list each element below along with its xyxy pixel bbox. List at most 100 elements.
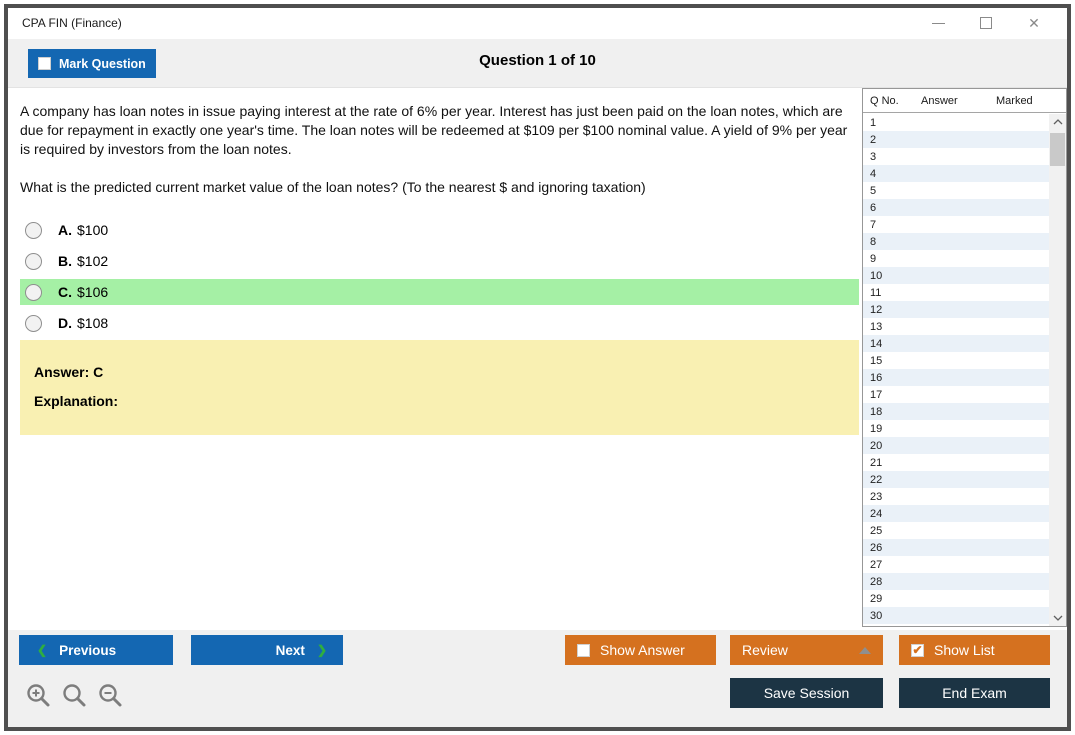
scrollbar-thumb[interactable] [1050, 133, 1065, 166]
show-list-button[interactable]: ✔ Show List [899, 635, 1050, 665]
radio-option-a[interactable] [25, 221, 42, 239]
question-pane: A company has loan notes in issue paying… [8, 88, 860, 630]
show-list-label: Show List [934, 642, 995, 658]
end-exam-label: End Exam [942, 685, 1007, 701]
chevron-left-icon: ❮ [37, 643, 48, 657]
question-list-row[interactable]: 17 [870, 388, 883, 401]
title-bar: CPA FIN (Finance) ✕ [8, 8, 1067, 39]
question-list-row[interactable]: 15 [870, 354, 883, 367]
question-list-row[interactable]: 21 [870, 456, 883, 469]
toolbar: Mark Question Question 1 of 10 [8, 39, 1067, 88]
question-list-row[interactable]: 8 [863, 233, 1049, 250]
question-list-row[interactable]: 18 [863, 403, 1049, 420]
option-b-value: $102 [77, 253, 109, 269]
radio-option-b[interactable] [25, 252, 42, 270]
zoom-reset-icon[interactable] [61, 682, 88, 709]
question-list-header: Q No. Answer Marked [863, 89, 1066, 113]
question-list-row[interactable]: 1 [870, 116, 877, 129]
next-label: Next [275, 642, 305, 658]
question-paragraph-2: What is the predicted current market val… [20, 179, 646, 195]
question-list-row[interactable]: 2 [863, 131, 1049, 148]
window-controls: ✕ [927, 12, 1045, 34]
answer-label: Answer: C [34, 364, 104, 380]
previous-button[interactable]: ❮ Previous [19, 635, 173, 665]
question-list-row[interactable]: 19 [870, 422, 883, 435]
next-button[interactable]: Next ❯ [191, 635, 343, 665]
option-b[interactable]: B. $102 [20, 248, 859, 274]
zoom-out-icon[interactable] [97, 682, 124, 709]
save-session-button[interactable]: Save Session [730, 678, 883, 708]
option-d[interactable]: D. $108 [20, 310, 859, 336]
question-list-row[interactable]: 22 [863, 471, 1049, 488]
option-c-letter: C. [58, 284, 72, 300]
option-a-value: $100 [77, 222, 109, 238]
previous-label: Previous [59, 642, 117, 658]
question-list-row[interactable]: 27 [870, 558, 883, 571]
question-list-row[interactable]: 16 [863, 369, 1049, 386]
mark-question-label: Mark Question [59, 56, 146, 71]
show-answer-checkbox[interactable] [577, 643, 590, 657]
question-list-row[interactable]: 28 [863, 573, 1049, 590]
zoom-controls [25, 682, 124, 709]
review-button[interactable]: Review [730, 635, 883, 665]
question-counter: Question 1 of 10 [479, 52, 596, 69]
mark-question-button[interactable]: Mark Question [28, 49, 156, 78]
close-icon[interactable]: ✕ [1028, 14, 1040, 31]
option-c[interactable]: C. $106 [20, 279, 859, 305]
question-list-row[interactable]: 4 [863, 165, 1049, 182]
show-answer-button[interactable]: Show Answer [565, 635, 716, 665]
main-area: A company has loan notes in issue paying… [8, 88, 1067, 630]
question-list-scrollbar[interactable] [1049, 114, 1066, 626]
header-marked: Marked [996, 95, 1033, 107]
question-paragraph-1: A company has loan notes in issue paying… [20, 103, 848, 157]
mark-question-checkbox[interactable] [38, 57, 51, 70]
radio-option-c[interactable] [25, 283, 42, 301]
option-c-value: $106 [77, 284, 109, 300]
review-label: Review [742, 642, 788, 658]
show-answer-label: Show Answer [600, 642, 685, 658]
option-d-value: $108 [77, 315, 109, 331]
show-list-checkbox[interactable]: ✔ [911, 643, 924, 657]
answer-box: Answer: C Explanation: [20, 340, 859, 435]
question-list-row[interactable]: 6 [863, 199, 1049, 216]
save-session-label: Save Session [763, 685, 850, 701]
question-list-row[interactable]: 30 [863, 607, 1049, 624]
minimize-icon[interactable] [927, 12, 949, 34]
options-group: A. $100 B. $102 C. $106 D. $108 [20, 217, 859, 336]
question-list-row[interactable]: 20 [863, 437, 1049, 454]
maximize-icon[interactable] [975, 12, 997, 34]
question-list-row[interactable]: 29 [870, 592, 883, 605]
question-list-row[interactable]: 23 [870, 490, 883, 503]
question-list-row[interactable]: 14 [863, 335, 1049, 352]
option-b-letter: B. [58, 253, 72, 269]
scroll-down-icon[interactable] [1049, 610, 1066, 626]
end-exam-button[interactable]: End Exam [899, 678, 1050, 708]
scroll-up-icon[interactable] [1049, 114, 1066, 130]
explanation-label: Explanation: [34, 393, 119, 409]
option-a-letter: A. [58, 222, 72, 238]
footer-bar: ❮ Previous Next ❯ [8, 630, 1067, 727]
option-a[interactable]: A. $100 [20, 217, 859, 243]
question-list-row[interactable]: 5 [870, 184, 877, 197]
question-list-panel: Q No. Answer Marked 1 2 3 4 5 6 7 8 9 10 11 12 13 14 1… [862, 88, 1067, 627]
window-title: CPA FIN (Finance) [22, 16, 122, 30]
radio-option-d[interactable] [25, 314, 42, 332]
app-window: CPA FIN (Finance) ✕ Mark Question Questi… [4, 4, 1071, 731]
caret-up-icon [859, 646, 871, 654]
question-list-row[interactable]: 26 [863, 539, 1049, 556]
option-d-letter: D. [58, 315, 72, 331]
question-list-row[interactable]: 11 [870, 286, 882, 299]
question-list-row[interactable]: 9 [870, 252, 877, 265]
chevron-right-icon: ❯ [316, 643, 327, 657]
question-list-row[interactable]: 13 [870, 320, 883, 333]
question-list-row[interactable]: 24 [863, 505, 1049, 522]
question-list-rows: 1 2 3 4 5 6 7 8 9 10 11 12 13 14 15 16 17 18 19 20 21 22 23 24 2… [863, 114, 1049, 626]
question-list-row[interactable]: 7 [870, 218, 877, 231]
question-list-row[interactable]: 25 [870, 524, 883, 537]
question-list-row[interactable]: 10 [863, 267, 1049, 284]
zoom-in-icon[interactable] [25, 682, 52, 709]
question-list-row[interactable]: 3 [870, 150, 877, 163]
question-list-row[interactable]: 12 [863, 301, 1049, 318]
header-qno: Q No. [870, 95, 899, 107]
header-answer: Answer [921, 95, 958, 107]
